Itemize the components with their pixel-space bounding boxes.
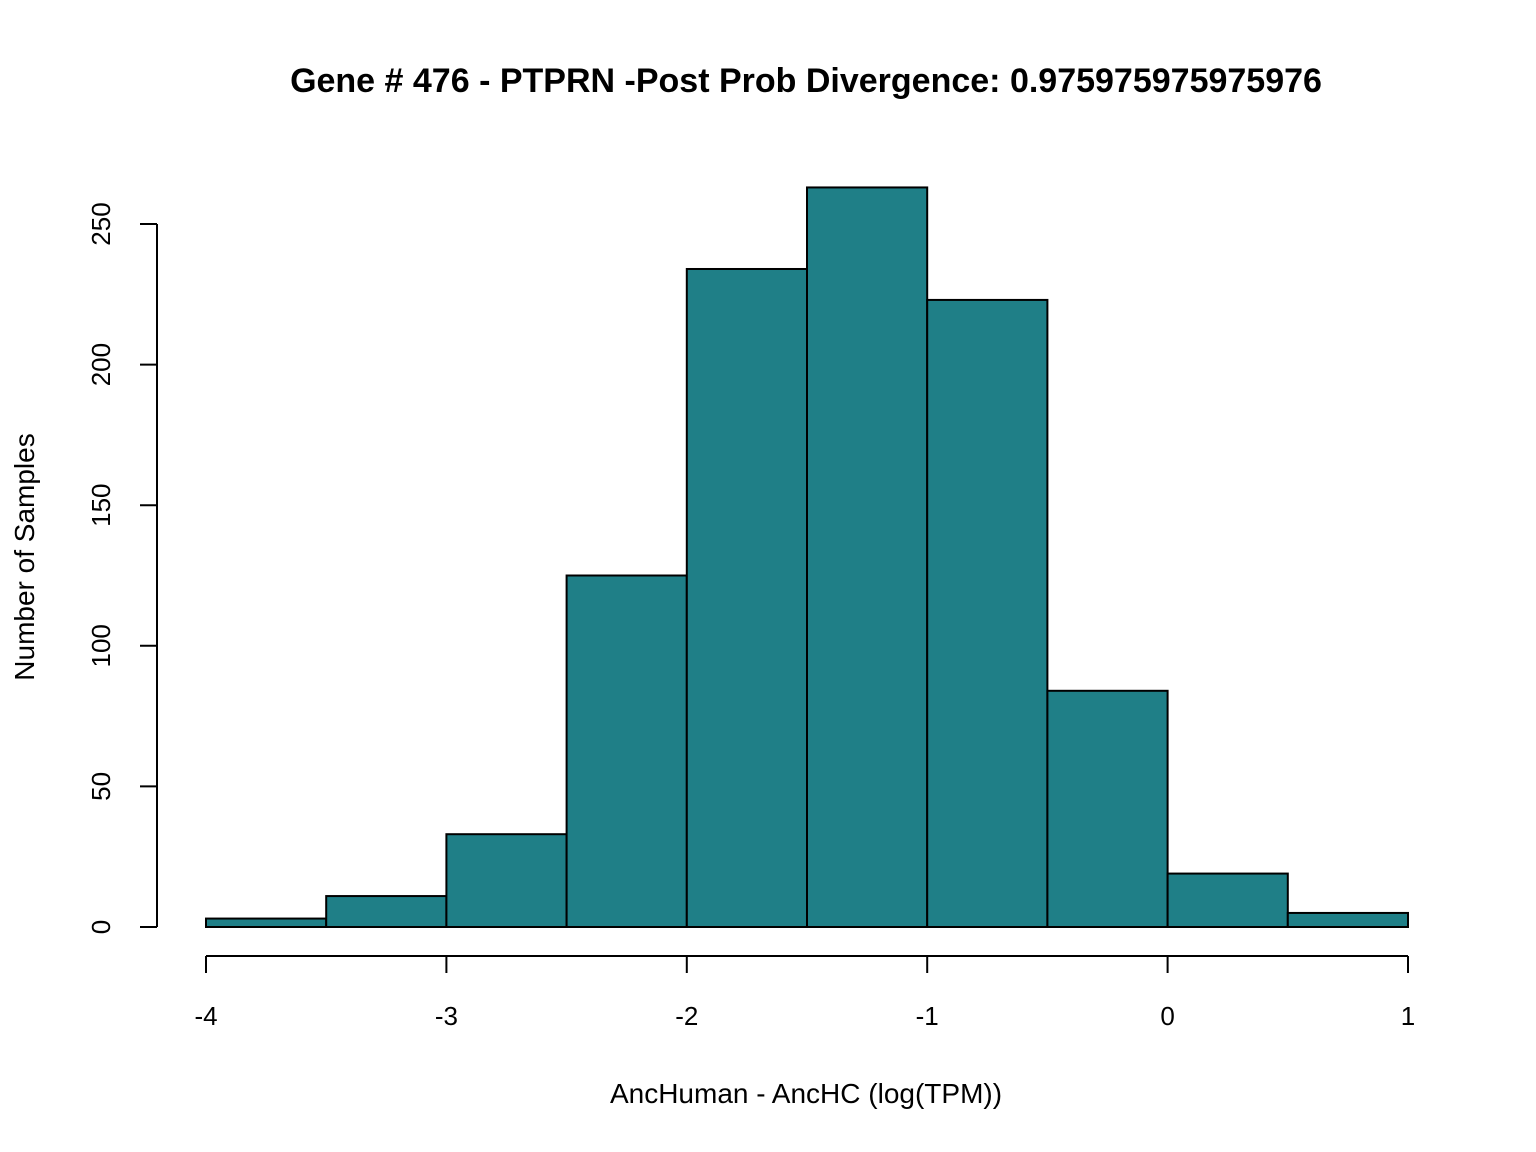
x-tick-label: -2 — [675, 1001, 698, 1031]
histogram-bar — [806, 186, 929, 929]
histogram-bar — [1046, 689, 1169, 928]
histogram-bar — [205, 917, 328, 929]
x-axis-label: AncHuman - AncHC (log(TPM)) — [610, 1078, 1002, 1109]
x-tick-label: -4 — [194, 1001, 217, 1031]
x-tick-label: 0 — [1160, 1001, 1174, 1031]
histogram-bar — [565, 574, 688, 928]
y-tick-label: 100 — [86, 624, 116, 667]
histogram-bar — [1286, 911, 1410, 929]
y-tick-label: 250 — [86, 202, 116, 245]
x-tick-label: -1 — [916, 1001, 939, 1031]
x-tick-label: 1 — [1401, 1001, 1415, 1031]
x-tick-label: -3 — [435, 1001, 458, 1031]
chart-title: Gene # 476 - PTPRN -Post Prob Divergence… — [290, 62, 1322, 100]
histogram-bar — [926, 298, 1049, 928]
histogram-bar — [1166, 872, 1289, 929]
y-axis: 0 50 100 150 200 250 — [86, 202, 158, 934]
bars-group — [205, 186, 1410, 929]
histogram-bar — [325, 895, 448, 928]
y-tick-label: 200 — [86, 343, 116, 386]
y-axis-label: Number of Samples — [9, 433, 40, 680]
histogram-bar — [685, 267, 808, 928]
histogram-bar — [445, 833, 568, 928]
y-tick-label: 50 — [86, 772, 116, 801]
x-axis: -4 -3 -2 -1 0 1 — [194, 955, 1415, 1031]
y-tick-label: 150 — [86, 484, 116, 527]
y-tick-label: 0 — [86, 920, 116, 934]
